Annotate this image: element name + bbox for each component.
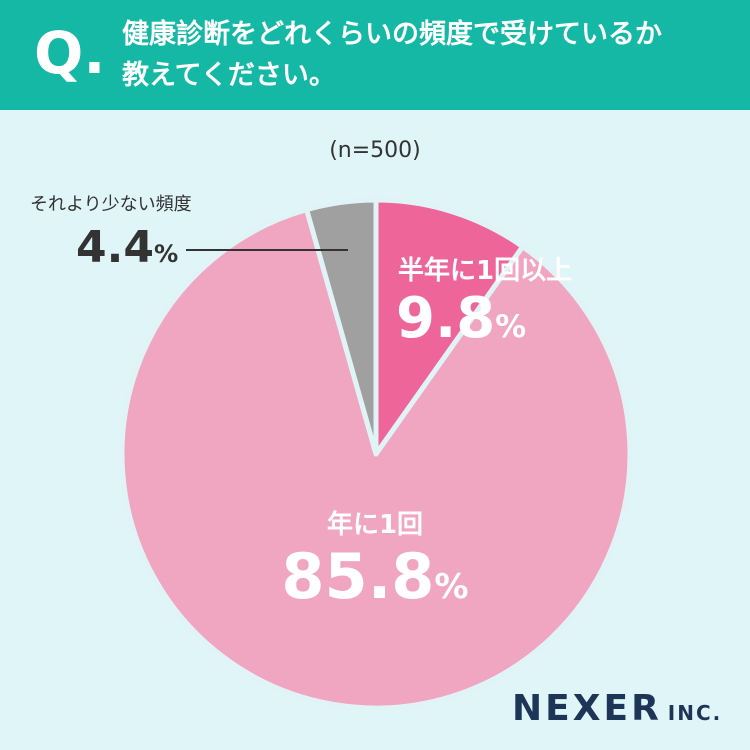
question-text: 健康診断をどれくらいの頻度で受けているか 教えてください。 [122,14,732,96]
question-mark: Q. [34,19,106,87]
pie-slice-half-year [373,197,526,457]
slice-label-less-often: それより少ない頻度 [30,194,192,215]
slice-value-less-often: 4.4% [76,222,179,273]
nexer-logo: NEXER INC. [512,688,723,729]
sample-size: (n=500) [329,138,421,163]
slice-label-yearly: 年に1回 [326,510,424,540]
question-line-1: 健康診断をどれくらいの頻度で受けているか [122,19,662,50]
slice-value-yearly: 85.8% [281,540,469,613]
slice-label-half-year: 半年に1回以上 [398,256,573,286]
slice-value-half-year: 9.8% [396,286,527,351]
pie-slice-less-often [304,197,379,457]
pie-slice-yearly [119,207,633,711]
question-header: Q. 健康診断をどれくらいの頻度で受けているか 教えてください。 [0,0,750,110]
question-line-2: 教えてください。 [122,60,336,91]
